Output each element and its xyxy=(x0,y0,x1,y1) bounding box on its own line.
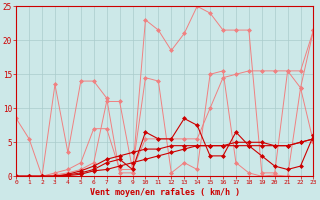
X-axis label: Vent moyen/en rafales ( km/h ): Vent moyen/en rafales ( km/h ) xyxy=(90,188,240,197)
